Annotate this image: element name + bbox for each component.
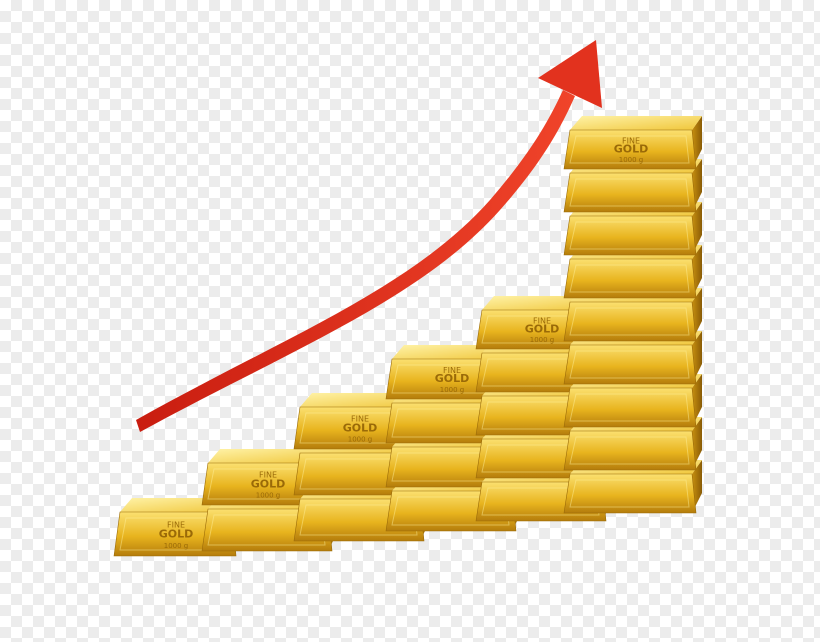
bar-stamp-fine: FINE xyxy=(167,520,185,529)
arrow-head xyxy=(538,40,602,108)
bar-stamp-fine: FINE xyxy=(443,366,461,375)
bar-stamp-weight: 1000 g xyxy=(256,491,280,499)
bar-stamp-fine: FINE xyxy=(259,471,277,480)
bar-stamp-gold: GOLD xyxy=(343,421,378,434)
bar-stamp-fine: FINE xyxy=(351,415,369,424)
bar-stamp-weight: 1000 g xyxy=(164,542,188,550)
bar-stamp-weight: 1000 g xyxy=(619,156,643,164)
bar-stamp-gold: GOLD xyxy=(525,323,560,336)
bar-stamp-gold: GOLD xyxy=(159,528,194,541)
bar-stamp-fine: FINE xyxy=(533,317,551,326)
bar-stamp-fine: FINE xyxy=(622,137,640,146)
bar-stamp-gold: GOLD xyxy=(251,477,286,490)
bar-stamp-weight: 1000 g xyxy=(348,435,372,443)
growth-arrow xyxy=(136,40,602,432)
bar-stamp-gold: GOLD xyxy=(435,372,470,385)
arrow-shaft xyxy=(136,90,575,432)
bar-stamp-gold: GOLD xyxy=(614,143,649,156)
bar-stamp-weight: 1000 g xyxy=(440,386,464,394)
bar-stamp-weight: 1000 g xyxy=(530,336,554,344)
